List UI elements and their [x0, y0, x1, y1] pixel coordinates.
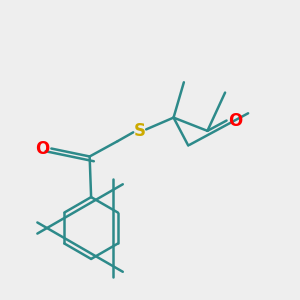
Text: O: O: [228, 112, 242, 130]
Text: O: O: [35, 140, 50, 158]
Text: S: S: [134, 122, 146, 140]
